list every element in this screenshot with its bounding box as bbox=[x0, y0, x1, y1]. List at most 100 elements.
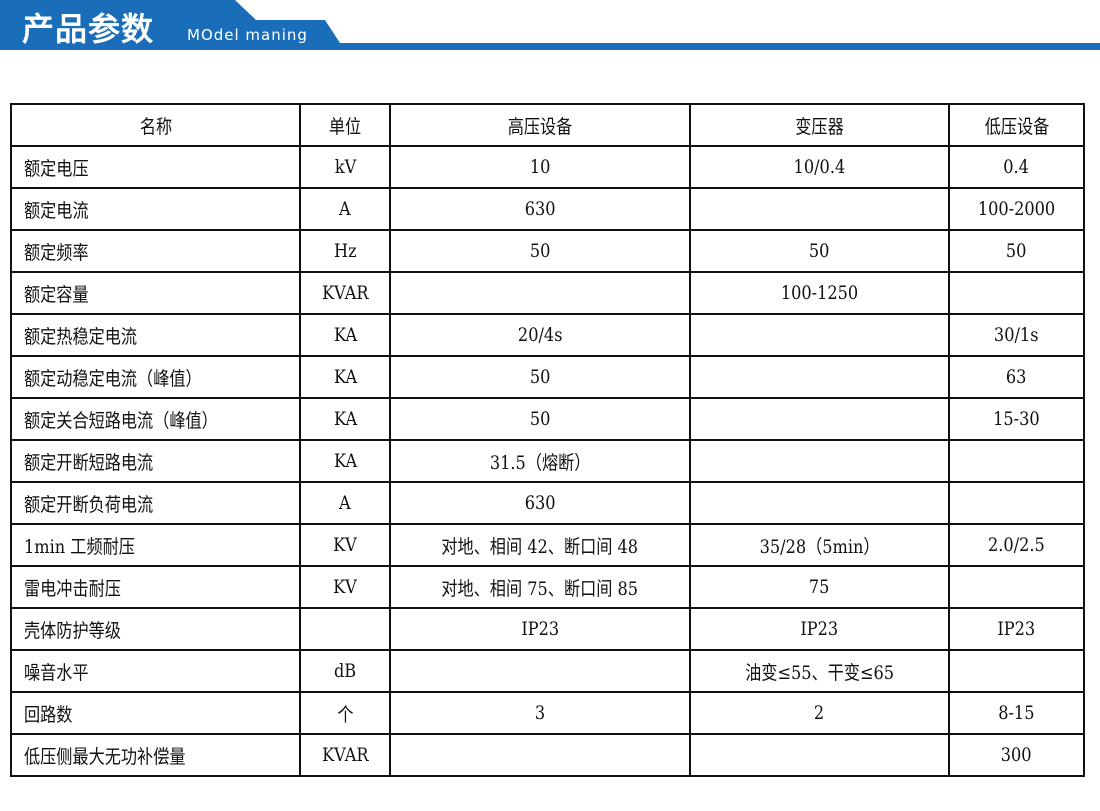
table-row: 低压侧最大无功补偿量 KVAR 300 bbox=[9, 733, 1085, 777]
table-cell: IP23 bbox=[688, 607, 951, 651]
table-cell: KA bbox=[299, 397, 392, 441]
table-row: 壳体防护等级 IP23 IP23 IP23 bbox=[9, 607, 1085, 651]
table-cell: KVAR bbox=[299, 271, 392, 315]
cell-text: 100-2000 bbox=[977, 198, 1056, 220]
table-cell: 8-15 bbox=[948, 691, 1085, 735]
cell-text: 额定热稳定电流 bbox=[24, 325, 138, 348]
table-cell: 50 bbox=[389, 397, 691, 441]
table-cell: 15-30 bbox=[948, 397, 1085, 441]
table-cell bbox=[948, 271, 1085, 315]
table-cell: 63 bbox=[948, 355, 1085, 399]
table-cell bbox=[389, 649, 691, 693]
table-cell bbox=[688, 313, 951, 357]
cell-text: 额定电压 bbox=[24, 157, 89, 180]
table-cell: KA bbox=[299, 439, 392, 483]
cell-text: 100-1250 bbox=[780, 282, 859, 304]
table-cell: 额定关合短路电流（峰值） bbox=[9, 397, 302, 441]
cell-text: 额定开断负荷电流 bbox=[24, 493, 154, 516]
table-row: 额定动稳定电流（峰值） KA 50 63 bbox=[9, 355, 1085, 399]
cell-text: KV bbox=[333, 534, 358, 556]
table-cell: 3 bbox=[389, 691, 691, 735]
cell-text: 0.4 bbox=[1003, 156, 1030, 178]
table-cell: 10/0.4 bbox=[688, 145, 951, 189]
table-cell: IP23 bbox=[389, 607, 691, 651]
table-row: 1min 工频耐压 KV 对地、相间 42、断口间 48 35/28（5min） 2.0… bbox=[9, 523, 1085, 567]
cell-text: 63 bbox=[1006, 366, 1027, 388]
cell-text: 300 bbox=[1001, 744, 1032, 766]
cell-text: 噪音水平 bbox=[24, 661, 89, 684]
table-cell: 额定开断负荷电流 bbox=[9, 481, 302, 525]
cell-text: 20/4s bbox=[517, 324, 563, 346]
table-header-row: 名称 单位 高压设备 变压器 低压设备 bbox=[9, 103, 1085, 147]
table-cell: kV bbox=[299, 145, 392, 189]
table-row: 额定开断短路电流 KA 31.5（熔断） bbox=[9, 439, 1085, 483]
table-row: 额定热稳定电流 KA 20/4s 30/1s bbox=[9, 313, 1085, 357]
table-cell: 2 bbox=[688, 691, 951, 735]
table-row: 噪音水平 dB 油变≤55、干变≤65 bbox=[9, 649, 1085, 693]
table-cell: 额定电流 bbox=[9, 187, 302, 231]
table-cell: dB bbox=[299, 649, 392, 693]
column-header: 名称 bbox=[9, 103, 302, 147]
cell-text: KVAR bbox=[322, 282, 369, 304]
table-cell: 100-1250 bbox=[688, 271, 951, 315]
cell-text: Hz bbox=[334, 240, 357, 262]
cell-text: 对地、相间 75、断口间 85 bbox=[441, 577, 639, 600]
table-cell: 1min 工频耐压 bbox=[9, 523, 302, 567]
table-cell: 额定热稳定电流 bbox=[9, 313, 302, 357]
cell-text: IP23 bbox=[521, 618, 559, 640]
cell-text: KA bbox=[333, 408, 357, 430]
table-row: 雷电冲击耐压 KV 对地、相间 75、断口间 85 75 bbox=[9, 565, 1085, 609]
cell-text: kV bbox=[334, 156, 357, 178]
table-cell: 30/1s bbox=[948, 313, 1085, 357]
cell-text: 15-30 bbox=[993, 408, 1040, 430]
section-title: 产品参数 bbox=[22, 10, 155, 48]
cell-text: 雷电冲击耐压 bbox=[24, 577, 121, 600]
table-row: 额定电流 A 630 100-2000 bbox=[9, 187, 1085, 231]
table-cell: 2.0/2.5 bbox=[948, 523, 1085, 567]
cell-text: IP23 bbox=[997, 618, 1036, 640]
table-cell: 10 bbox=[389, 145, 691, 189]
table-row: 额定容量 KVAR 100-1250 bbox=[9, 271, 1085, 315]
table-cell: Hz bbox=[299, 229, 392, 273]
cell-text: 50 bbox=[809, 240, 830, 262]
cell-text: 50 bbox=[529, 240, 551, 262]
table-cell bbox=[688, 481, 951, 525]
cell-text: KV bbox=[333, 576, 358, 598]
table-cell: 额定动稳定电流（峰值） bbox=[9, 355, 302, 399]
cell-text: 10/0.4 bbox=[793, 156, 846, 178]
cell-text: 低压设备 bbox=[984, 115, 1049, 138]
header-banner bbox=[0, 0, 1100, 50]
table-cell: 35/28（5min） bbox=[688, 523, 951, 567]
table-cell: 额定频率 bbox=[9, 229, 302, 273]
table-cell bbox=[389, 271, 691, 315]
cell-text: KA bbox=[333, 450, 357, 472]
table-row: 额定开断负荷电流 A 630 bbox=[9, 481, 1085, 525]
cell-text: 2 bbox=[814, 702, 825, 724]
table-cell bbox=[688, 439, 951, 483]
table-cell: 个 bbox=[299, 691, 392, 735]
cell-text: 2.0/2.5 bbox=[988, 534, 1045, 556]
cell-text: A bbox=[339, 492, 352, 514]
table-cell bbox=[688, 187, 951, 231]
table-row: 回路数 个 3 2 8-15 bbox=[9, 691, 1085, 735]
table-cell: 50 bbox=[389, 355, 691, 399]
table-cell: 31.5（熔断） bbox=[389, 439, 691, 483]
table-cell: 100-2000 bbox=[948, 187, 1085, 231]
cell-text: 单位 bbox=[329, 115, 362, 138]
cell-text: KA bbox=[333, 324, 357, 346]
column-header: 单位 bbox=[299, 103, 392, 147]
table-cell: KV bbox=[299, 565, 392, 609]
cell-text: KVAR bbox=[322, 744, 369, 766]
table-cell bbox=[688, 733, 951, 777]
table-cell: 额定电压 bbox=[9, 145, 302, 189]
cell-text: 50 bbox=[1006, 240, 1027, 262]
cell-text: KA bbox=[333, 366, 357, 388]
cell-text: 高压设备 bbox=[507, 115, 573, 138]
cell-text: 75 bbox=[809, 576, 830, 598]
cell-text: 油变≤55、干变≤65 bbox=[744, 661, 894, 684]
cell-text: 低压侧最大无功补偿量 bbox=[24, 745, 186, 768]
table-cell bbox=[299, 607, 392, 651]
cell-text: A bbox=[339, 198, 352, 220]
table-cell: 回路数 bbox=[9, 691, 302, 735]
cell-text: 30/1s bbox=[994, 324, 1039, 346]
